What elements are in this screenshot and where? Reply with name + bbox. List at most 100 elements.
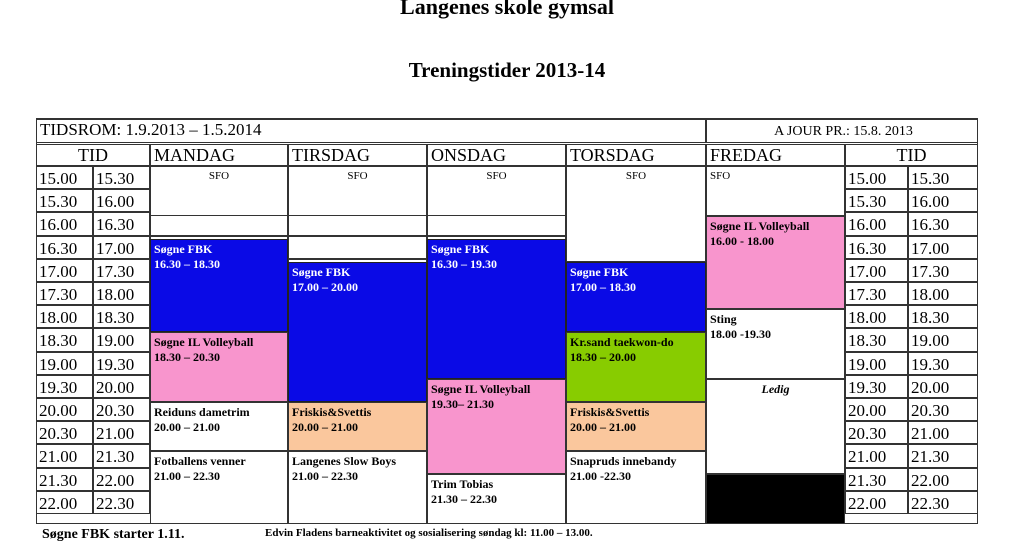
wed-sfo: SFO — [427, 166, 566, 216]
time-cell-right-start: 20.30 — [845, 421, 908, 444]
fri-blocked — [706, 474, 845, 524]
time-cell-left-end: 19.00 — [93, 328, 150, 352]
updated-text: A JOUR PR.: 15.8. 2013 — [774, 124, 913, 139]
time-cell-right-end: 19.30 — [908, 352, 978, 375]
block-time: 20.00 – 21.00 — [292, 420, 358, 434]
thu-snapruds: Snapruds innebandy 21.00 -22.30 — [566, 451, 706, 524]
time-cell-right-start: 18.30 — [845, 328, 908, 352]
block-name: Friskis&Svettis — [292, 405, 372, 419]
time-cell-right-end: 22.00 — [908, 468, 978, 491]
time-cell-right-end: 20.30 — [908, 398, 978, 421]
time-cell-left-start: 20.30 — [36, 421, 93, 444]
block-time: 18.00 -19.30 — [710, 327, 771, 341]
fri-sfo: SFO — [706, 166, 845, 216]
block-time: 21.00 – 22.30 — [154, 469, 220, 483]
thu-friskis: Friskis&Svettis 20.00 – 21.00 — [566, 402, 706, 451]
block-name: Søgne FBK — [431, 242, 490, 256]
time-cell-left-start: 18.00 — [36, 305, 93, 328]
time-cell-right-end: 16.30 — [908, 212, 978, 236]
time-cell-left-end: 21.30 — [93, 444, 150, 468]
time-cell-left-start: 16.00 — [36, 212, 93, 236]
tue-sfo: SFO — [288, 166, 427, 216]
footer-note-fbk: Søgne FBK starter 1.11. — [42, 527, 185, 542]
block-name: Trim Tobias — [431, 477, 494, 491]
block-name: Ledig — [761, 382, 790, 396]
fri-ledig: Ledig — [706, 379, 845, 474]
block-name: Reiduns dametrim — [154, 405, 250, 419]
time-cell-left-end: 18.30 — [93, 305, 150, 328]
updated-cell: A JOUR PR.: 15.8. 2013 — [706, 119, 978, 143]
time-cell-right-end: 17.00 — [908, 236, 978, 259]
time-cell-left-start: 15.00 — [36, 166, 93, 189]
tue-fbk: Søgne FBK 17.00 – 20.00 — [288, 262, 427, 402]
time-cell-left-start: 20.00 — [36, 398, 93, 421]
block-time: 21.00 -22.30 — [570, 469, 631, 483]
time-cell-right-end: 21.00 — [908, 421, 978, 444]
time-cell-right-start: 18.00 — [845, 305, 908, 328]
block-name: Kr.sand taekwon-do — [570, 335, 674, 349]
period-cell: TIDSROM: 1.9.2013 – 1.5.2014 — [36, 119, 706, 143]
time-cell-left-start: 15.30 — [36, 189, 93, 212]
time-cell-left-start: 21.30 — [36, 468, 93, 491]
time-cell-right-start: 16.00 — [845, 212, 908, 236]
grid-cell — [288, 236, 427, 259]
wed-trim-tobias: Trim Tobias 21.30 – 22.30 — [427, 474, 566, 524]
header-fredag: FREDAG — [706, 144, 845, 166]
time-cell-left-end: 20.30 — [93, 398, 150, 421]
tue-slow-boys: Langenes Slow Boys 21.00 – 22.30 — [288, 451, 427, 524]
time-cell-right-end: 20.00 — [908, 375, 978, 398]
block-time: 16.30 – 18.30 — [154, 257, 220, 271]
time-cell-left-end: 18.00 — [93, 282, 150, 305]
block-name: Søgne IL Volleyball — [710, 219, 810, 233]
time-cell-left-end: 16.00 — [93, 189, 150, 212]
block-time: 17.00 – 20.00 — [292, 280, 358, 294]
sfo-label: SFO — [625, 170, 647, 182]
page-subtitle: Treningstider 2013-14 — [408, 58, 606, 82]
time-cell-left-start: 17.00 — [36, 259, 93, 282]
block-name: Fotballens venner — [154, 454, 246, 468]
block-time: 19.30– 21.30 — [431, 397, 494, 411]
time-cell-left-end: 19.30 — [93, 352, 150, 375]
time-cell-right-end: 19.00 — [908, 328, 978, 352]
time-cell-right-start: 17.00 — [845, 259, 908, 282]
sfo-label: SFO — [208, 170, 230, 182]
mon-sfo: SFO — [150, 166, 288, 216]
page-title: Langenes skole gymsal — [400, 0, 614, 19]
block-name: Sting — [710, 312, 737, 326]
time-cell-right-start: 19.30 — [845, 375, 908, 398]
time-cell-right-end: 15.30 — [908, 166, 978, 189]
time-cell-right-end: 22.30 — [908, 491, 978, 514]
mon-volleyball: Søgne IL Volleyball 18.30 – 20.30 — [150, 332, 288, 402]
time-cell-left-start: 18.30 — [36, 328, 93, 352]
thu-taekwondo: Kr.sand taekwon-do 18.30 – 20.00 — [566, 332, 706, 402]
block-time: 21.00 – 22.30 — [292, 469, 358, 483]
block-time: 17.00 – 18.30 — [570, 280, 636, 294]
header-tid-left: TID — [36, 144, 150, 166]
time-cell-left-end: 17.00 — [93, 236, 150, 259]
time-cell-left-start: 19.30 — [36, 375, 93, 398]
block-time: 20.00 – 21.00 — [154, 420, 220, 434]
sfo-label: SFO — [347, 170, 368, 182]
block-time: 18.30 – 20.30 — [154, 350, 220, 364]
time-cell-right-end: 16.00 — [908, 189, 978, 212]
header-mandag: MANDAG — [150, 144, 288, 166]
time-cell-right-start: 21.30 — [845, 468, 908, 491]
wed-volleyball: Søgne IL Volleyball 19.30– 21.30 — [427, 379, 566, 474]
block-time: 21.30 – 22.30 — [431, 492, 497, 506]
time-cell-left-end: 16.30 — [93, 212, 150, 236]
time-cell-right-start: 15.00 — [845, 166, 908, 189]
time-cell-left-end: 22.30 — [93, 491, 150, 514]
time-cell-right-start: 15.30 — [845, 189, 908, 212]
header-torsdag: TORSDAG — [566, 144, 706, 166]
block-name: Langenes Slow Boys — [292, 454, 397, 468]
time-cell-left-start: 22.00 — [36, 491, 93, 514]
time-cell-right-end: 18.00 — [908, 282, 978, 305]
footer-note-sunday: Edvin Fladens barneaktivitet og sosialis… — [265, 527, 593, 539]
block-name: Søgne IL Volleyball — [154, 335, 254, 349]
mon-fotball: Fotballens venner 21.00 – 22.30 — [150, 451, 288, 524]
block-time: 16.30 – 19.30 — [431, 257, 497, 271]
block-time: 18.30 – 20.00 — [570, 350, 636, 364]
time-cell-left-end: 22.00 — [93, 468, 150, 491]
time-cell-left-end: 17.30 — [93, 259, 150, 282]
fri-sting: Sting 18.00 -19.30 — [706, 309, 845, 379]
